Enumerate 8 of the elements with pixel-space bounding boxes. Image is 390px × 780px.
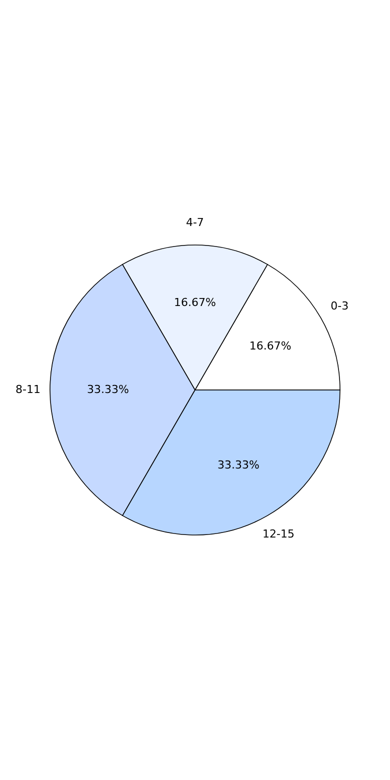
data-label: 33.33%	[87, 383, 129, 396]
data-label: 33.33%	[218, 458, 260, 472]
slice-label: 0-3	[330, 299, 349, 312]
slice-label: 12-15	[262, 528, 294, 541]
data-label: 16.67%	[174, 296, 216, 309]
slice-label: 4-7	[186, 216, 204, 229]
data-label: 16.67%	[249, 339, 292, 352]
slice-label: 8-11	[16, 383, 40, 396]
